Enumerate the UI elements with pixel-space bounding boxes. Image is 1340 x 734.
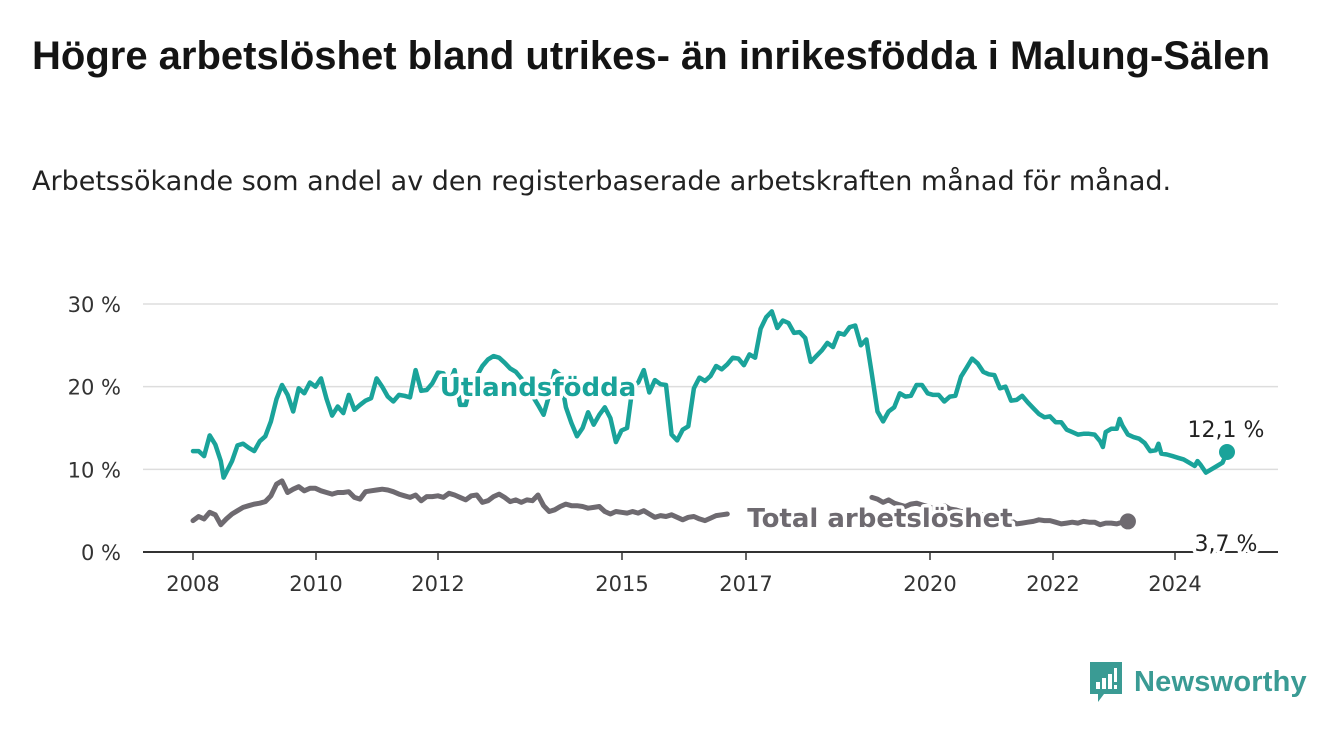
- x-tick-label: 2008: [166, 572, 219, 596]
- series-line-utlandsfodda: [190, 309, 1230, 480]
- end-value-utlandsfodda: 12,1 %12,1 %: [1184, 415, 1268, 447]
- chart-subtitle: Arbetssökande som andel av den registerb…: [32, 166, 1172, 197]
- svg-text:12,1 %: 12,1 %: [1188, 418, 1265, 443]
- gridlines: [143, 303, 1278, 553]
- newsworthy-logo-icon: [1090, 662, 1122, 702]
- x-tick-label: 2020: [903, 572, 956, 596]
- svg-text:3,7 %: 3,7 %: [1195, 532, 1258, 557]
- x-tick-label: 2012: [411, 572, 464, 596]
- series-line-total: [869, 494, 1131, 528]
- svg-text:3,7 %: 3,7 %: [1195, 532, 1258, 557]
- x-tick-label: 2010: [289, 572, 342, 596]
- x-axis-ticks: 2008 2010 2012 2015 2017 2020 2022 2024: [166, 552, 1202, 596]
- end-value-total: 3,7 %3,7 %: [1191, 529, 1261, 561]
- brand-name: Newsworthy: [1134, 665, 1307, 698]
- x-tick-label: 2024: [1148, 572, 1201, 596]
- svg-text:Utlandsfödda: Utlandsfödda: [440, 373, 637, 403]
- svg-text:Total arbetslöshet: Total arbetslöshet: [747, 504, 1012, 534]
- end-point-total: [1119, 513, 1136, 530]
- y-axis-ticks: 0 % 10 % 20 % 30 %: [68, 293, 121, 565]
- y-tick-label: 0 %: [81, 541, 121, 565]
- x-tick-label: 2022: [1026, 572, 1079, 596]
- y-tick-label: 30 %: [68, 293, 121, 317]
- chart-title: Högre arbetslöshet bland utrikes- än inr…: [32, 34, 1271, 78]
- x-tick-label: 2015: [595, 572, 648, 596]
- svg-text:Total arbetslöshet: Total arbetslöshet: [747, 504, 1012, 534]
- y-tick-label: 20 %: [68, 376, 121, 400]
- y-tick-label: 10 %: [68, 458, 121, 482]
- series-lines: [190, 309, 1235, 530]
- svg-text:12,1 %: 12,1 %: [1188, 418, 1265, 443]
- svg-text:Utlandsfödda: Utlandsfödda: [440, 373, 637, 403]
- newsworthy-brand: Newsworthy: [1088, 660, 1307, 704]
- x-tick-label: 2017: [719, 572, 772, 596]
- end-point-utlandsfodda: [1219, 443, 1235, 460]
- series-line-total: [190, 478, 730, 528]
